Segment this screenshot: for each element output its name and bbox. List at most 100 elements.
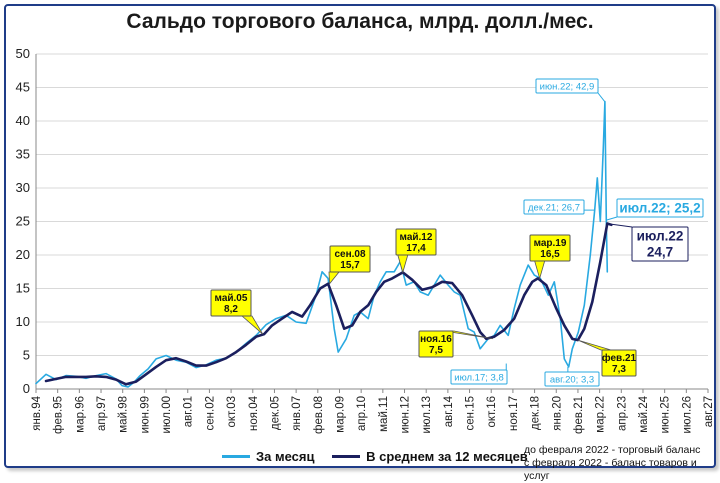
y-tick-label: 35	[16, 147, 30, 162]
x-tick-label: ноя.17	[508, 396, 520, 431]
x-tick-label: фев.21	[573, 396, 585, 434]
annotation-text: 8,2	[224, 304, 238, 315]
annotation-text: сен.08	[334, 249, 366, 260]
x-tick-label: мар.22	[595, 396, 607, 433]
series-avg12	[44, 222, 613, 386]
footnote: до февраля 2022 - торговый баланс с февр…	[524, 444, 720, 483]
annotation-leader	[606, 216, 618, 221]
x-tick-label: май.24	[638, 395, 650, 432]
annotation-dec21: дек.21; 26,7	[523, 199, 595, 215]
legend: За месяц В среднем за 12 месяцев	[222, 446, 542, 464]
y-tick-label: 10	[16, 314, 30, 329]
annotation-box	[395, 228, 437, 256]
annotation-box	[210, 289, 252, 317]
x-tick-label: май.11	[378, 396, 390, 432]
chart-title: Сальдо торгового баланса, млрд. долл./ме…	[126, 10, 594, 33]
callout-pointer	[328, 271, 340, 285]
footnote-line-2: с февраля 2022 - баланс товаров и услуг	[524, 457, 697, 482]
y-tick-label: 15	[16, 281, 30, 296]
legend-swatch-monthly	[222, 455, 250, 458]
x-tick-label: мар.96	[74, 396, 86, 433]
annotation-text: 16,5	[540, 249, 560, 260]
chart-canvas: 0 5 10 15 20 25 30 35 40 45 50 янв.94 фев.95 мар.96 ап…	[16, 46, 715, 434]
annotation-text: 24,7	[647, 245, 673, 260]
x-tick-label: окт.16	[486, 396, 498, 428]
x-tick-label: июн.99	[139, 396, 151, 433]
x-tick-label: апр.97	[96, 396, 108, 431]
legend-label-monthly: За месяц	[256, 449, 315, 464]
annotation-may05: май.058,2	[210, 289, 264, 335]
y-tick-label: 25	[16, 214, 30, 229]
x-tick-label: янв.20	[551, 396, 563, 431]
annotation-text: авг.20; 3,3	[550, 374, 594, 385]
annotation-feb21: фев.217,3	[577, 339, 637, 377]
annotation-text: 15,7	[340, 260, 360, 271]
annotation-jul17: июл.17; 3,8	[450, 363, 508, 385]
y-tick-label: 45	[16, 80, 30, 95]
legend-item-monthly: За месяц	[222, 449, 314, 464]
x-tick-label: янв.94	[31, 395, 43, 430]
annotation-leader	[606, 223, 633, 228]
y-tick-label: 0	[23, 381, 30, 396]
footnote-line-1: до февраля 2022 - торговый баланс	[524, 444, 701, 456]
x-tick-label: авг.01	[183, 396, 195, 427]
annotation-box	[631, 226, 689, 262]
annotation-text: фев.21	[602, 352, 637, 364]
legend-item-avg12: В среднем за 12 месяцев	[332, 449, 528, 464]
x-tick-label: сен.02	[204, 396, 216, 430]
y-tick-label: 40	[16, 113, 30, 128]
annotation-box	[616, 198, 704, 218]
x-tick-label: июл.00	[161, 396, 173, 434]
annotation-text: май.05	[215, 293, 248, 304]
x-tick-label: ноя.04	[248, 395, 260, 431]
x-tick-label: июн.25	[660, 396, 672, 433]
x-tick-label: июн.12	[400, 396, 412, 433]
annotation-box	[601, 349, 637, 377]
y-tick-label: 5	[23, 348, 30, 363]
annotation-box	[450, 369, 508, 385]
x-tick-label: сен.15	[465, 396, 477, 430]
callout-pointer	[240, 315, 264, 335]
annotation-nov16: ноя.167,5	[418, 330, 493, 358]
x-tick-label: авг.14	[443, 395, 455, 427]
annotation-box	[529, 234, 571, 262]
annotation-box	[329, 245, 371, 273]
annotation-text: 7,3	[612, 364, 626, 375]
x-tick-label: окт.03	[226, 396, 238, 428]
annotation-text: июл.22; 25,2	[619, 201, 700, 216]
y-tick-label: 30	[16, 180, 30, 195]
annotation-box	[535, 78, 599, 94]
x-tick-label: апр.23	[616, 396, 628, 431]
annotation-leader	[597, 92, 606, 102]
x-tick-label: апр.10	[356, 396, 368, 431]
x-tick-label: май.98	[118, 396, 130, 433]
y-tick-label: 20	[16, 247, 30, 262]
x-tick-label: янв.07	[291, 396, 303, 431]
x-tick-label: июл.26	[681, 396, 693, 434]
series-monthly	[35, 100, 609, 388]
annotation-box	[544, 371, 600, 387]
x-tick-label: фев.08	[313, 396, 325, 434]
annotation-text: 17,4	[406, 243, 426, 254]
legend-swatch-avg12	[332, 455, 361, 458]
annotation-text: июн.22; 42,9	[540, 81, 595, 92]
callout-pointer	[577, 339, 612, 351]
annotation-jul22m: июл.22; 25,2	[606, 198, 704, 221]
annotation-text: май.12	[400, 232, 433, 243]
x-tick-label: дек.05	[269, 396, 281, 430]
annotation-text: июл.22	[637, 229, 684, 244]
annotation-aug20: авг.20; 3,3	[544, 366, 600, 387]
y-tick-label: 50	[16, 46, 30, 61]
annotation-text: ноя.16	[420, 334, 452, 345]
grid	[36, 53, 708, 390]
x-tick-label: авг.27	[703, 396, 715, 427]
annotation-jun22: июн.22; 42,9	[535, 78, 606, 102]
x-tick-label: мар.09	[334, 396, 346, 433]
legend-label-avg12: В среднем за 12 месяцев	[366, 449, 528, 464]
x-tick-label: дек.18	[530, 396, 542, 430]
annotation-text: июл.17; 3,8	[454, 372, 503, 383]
